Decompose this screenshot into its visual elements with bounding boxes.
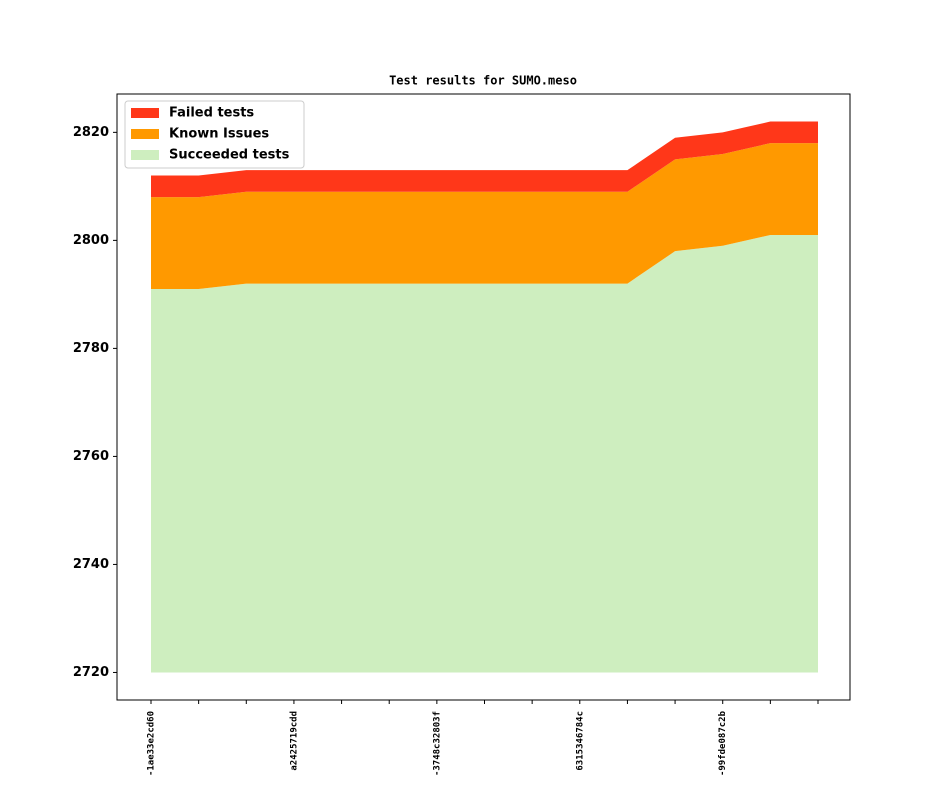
y-tick-label: 2740	[73, 557, 109, 572]
chart-title: Test results for SUMO.meso	[389, 74, 577, 88]
area	[151, 121, 818, 198]
legend-swatch	[131, 150, 159, 160]
legend-swatch	[131, 108, 159, 118]
y-tick-label: 2720	[73, 665, 109, 680]
x-tick-label: -3748c32803f	[432, 711, 442, 776]
plot-area	[151, 121, 818, 673]
legend: Failed tests Known Issues Succeeded tests	[124, 100, 305, 169]
legend-box	[124, 100, 305, 169]
area	[151, 143, 818, 289]
legend-label: Known Issues	[169, 127, 269, 142]
x-tick-label: -99fde087c2b	[718, 710, 728, 776]
x-tick-label: 6315346784c	[575, 711, 585, 771]
legend-label: Failed tests	[169, 106, 254, 121]
y-tick-label: 2820	[73, 125, 109, 140]
legend-label: Succeeded tests	[169, 148, 290, 163]
y-tick-label: 2780	[73, 341, 109, 356]
plot-frame	[116, 93, 851, 701]
area	[151, 234, 818, 673]
legend-swatch	[131, 129, 159, 139]
y-tick-label: 2760	[73, 449, 109, 464]
x-tick-label: -1ae33e2cd60	[147, 711, 157, 776]
x-tick-label: a2425719cdd	[289, 711, 299, 771]
y-tick-label: 2800	[73, 233, 109, 248]
